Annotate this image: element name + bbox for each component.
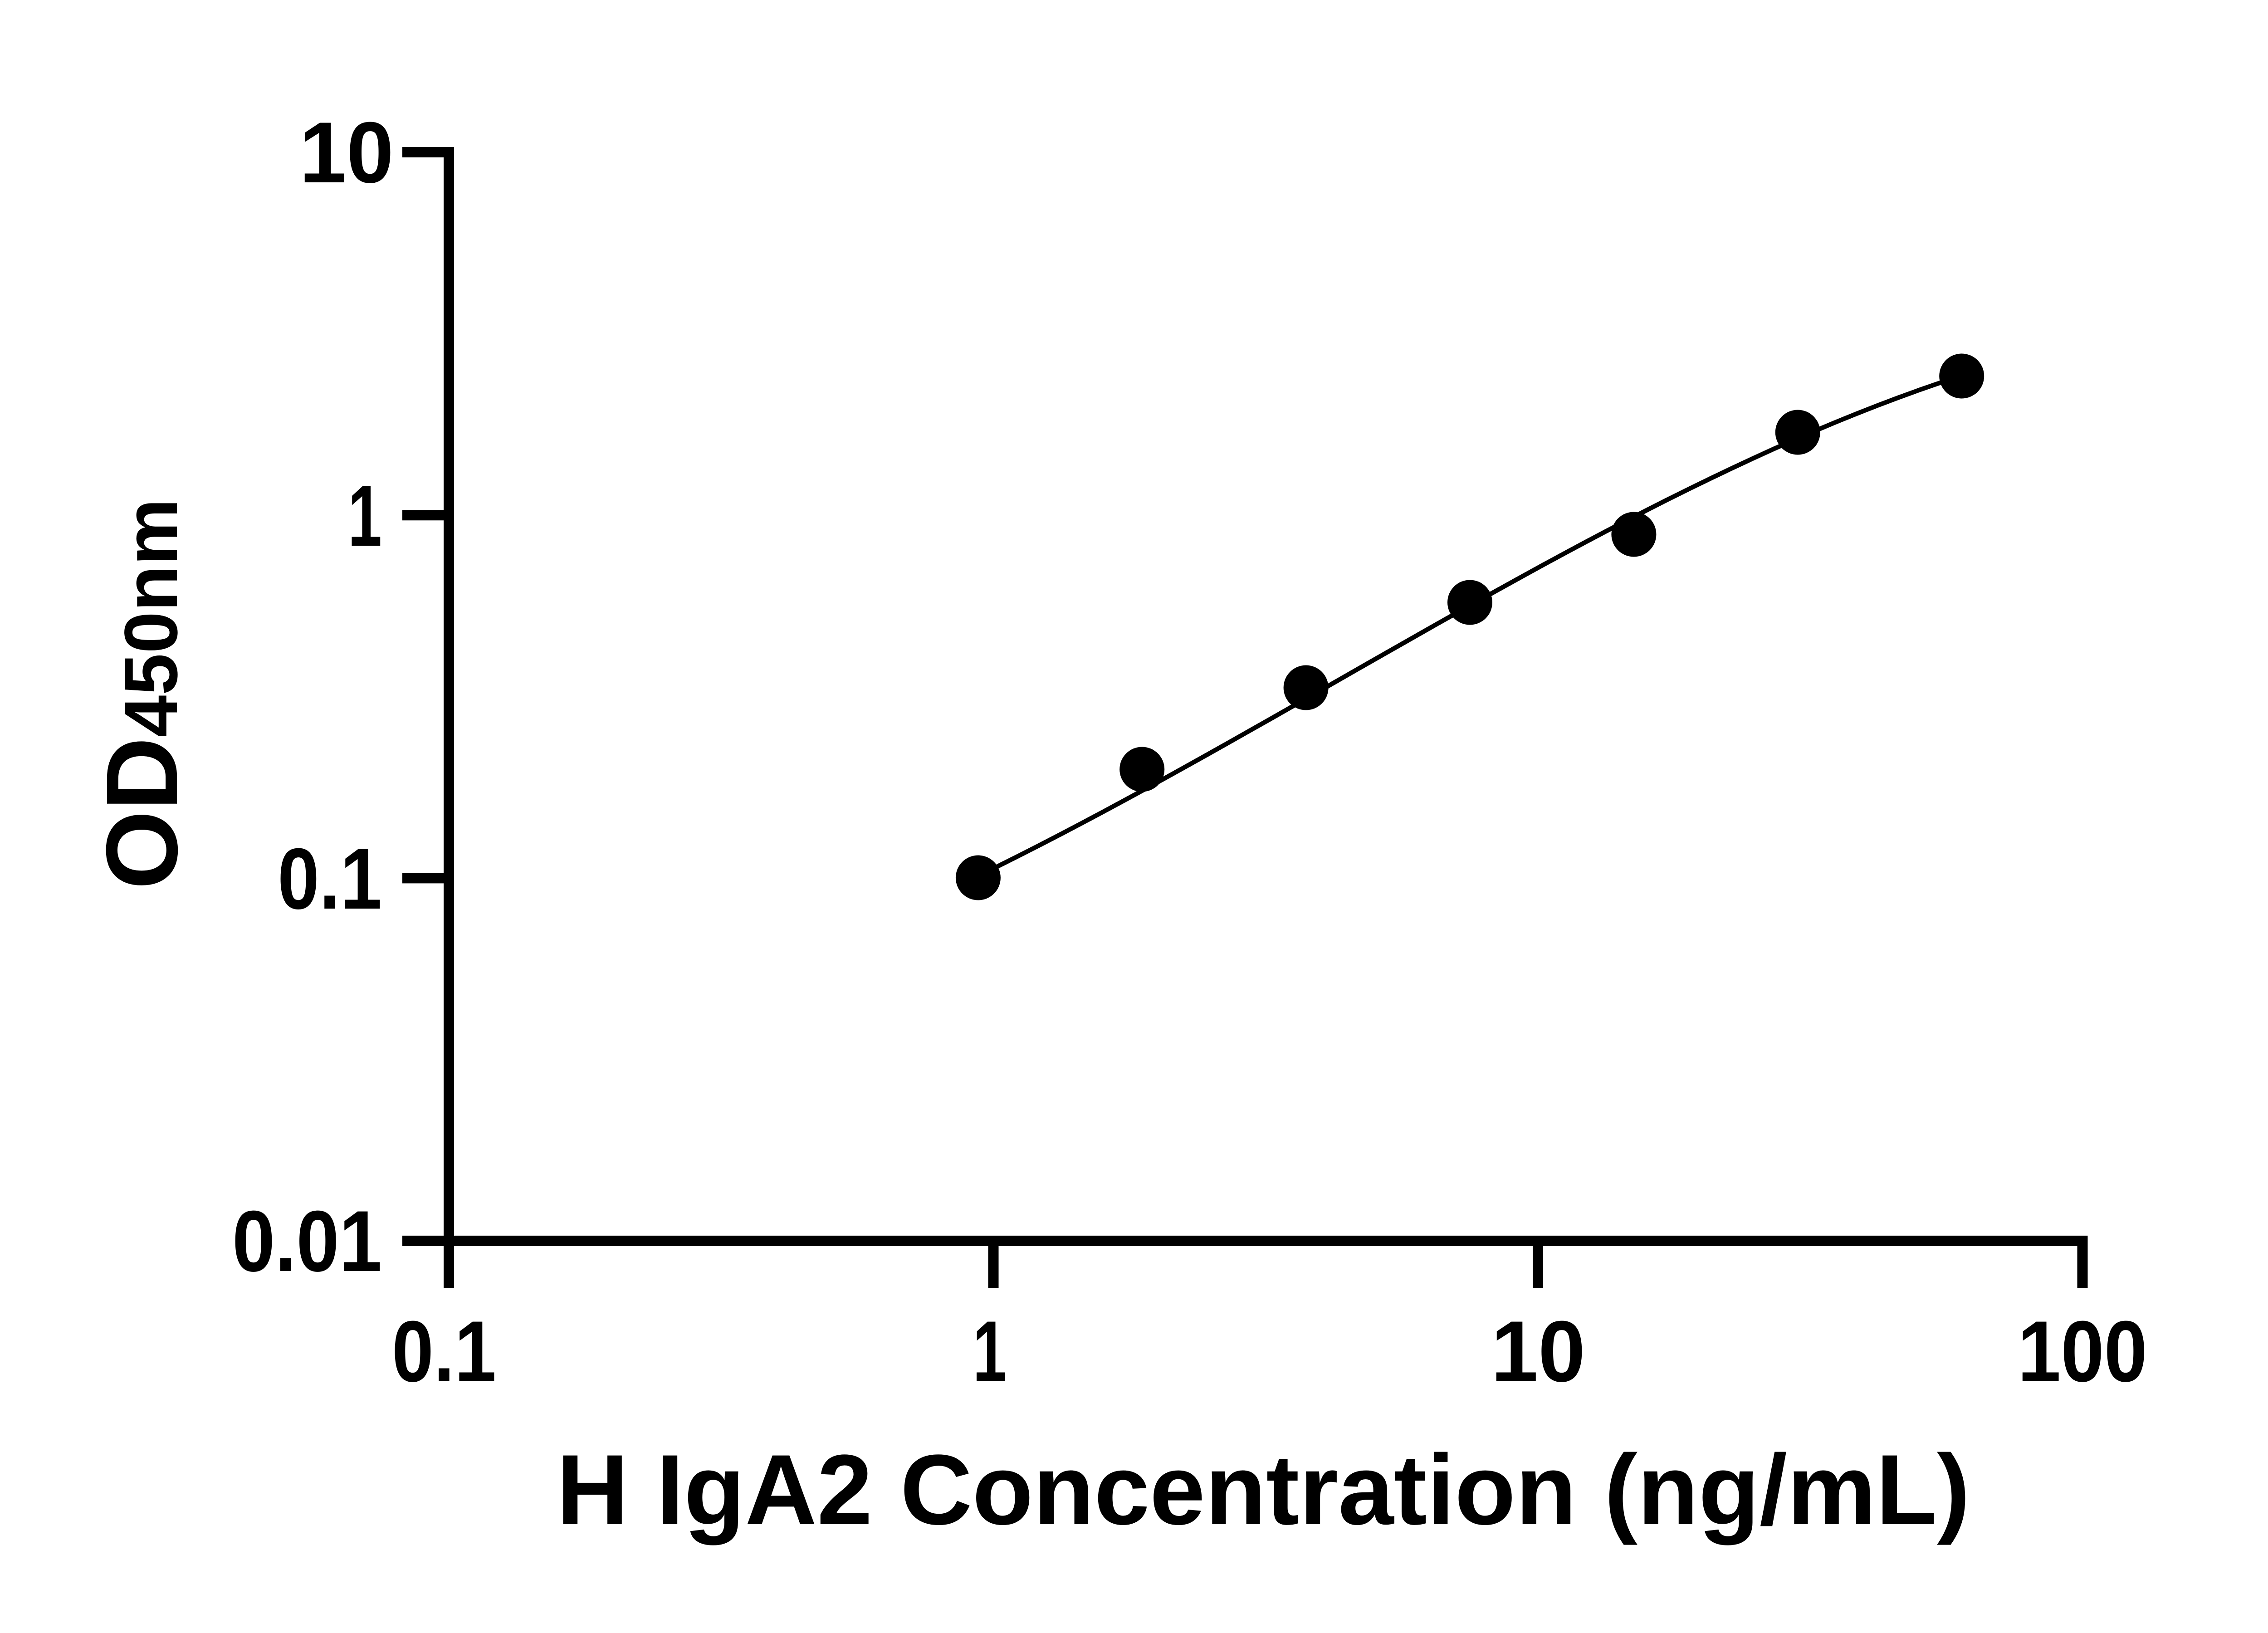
svg-text:10: 10 <box>1491 1303 1585 1400</box>
svg-text:0.01: 0.01 <box>232 1193 382 1290</box>
svg-text:0.1: 0.1 <box>392 1303 496 1400</box>
svg-text:100: 100 <box>2018 1303 2147 1400</box>
svg-text:1: 1 <box>348 468 382 564</box>
svg-text:OD450nm: OD450nm <box>85 499 199 890</box>
svg-text:0.1: 0.1 <box>278 831 382 927</box>
svg-text:H IgA2 Concentration (ng/mL): H IgA2 Concentration (ng/mL) <box>557 1434 1970 1545</box>
svg-text:1: 1 <box>973 1303 1007 1400</box>
svg-text:10: 10 <box>299 104 394 201</box>
